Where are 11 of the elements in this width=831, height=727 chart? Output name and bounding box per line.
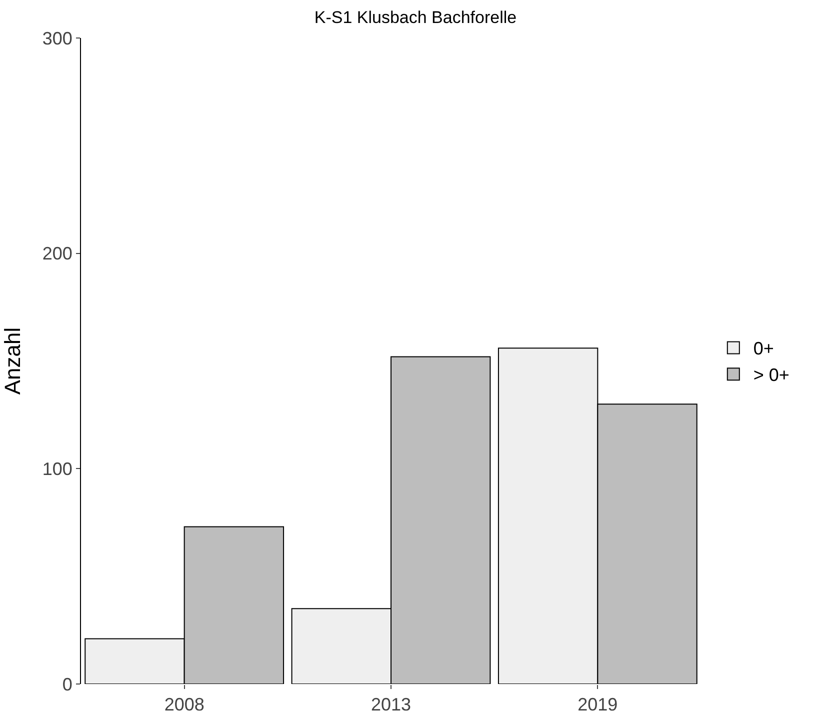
- y-tick-label: 300: [42, 28, 72, 48]
- y-tick-label: 200: [42, 244, 72, 264]
- y-axis-title: Anzahl: [0, 327, 26, 395]
- x-tick-label: 2008: [164, 694, 204, 715]
- x-tick-label: 2019: [578, 694, 618, 715]
- x-tick-label: 2013: [370, 694, 412, 715]
- chart-title: K-S1 Klusbach Bachforelle: [314, 8, 517, 27]
- y-tick-label: 100: [42, 458, 72, 479]
- legend-label: > 0+: [753, 365, 790, 386]
- legend-label: 0+: [753, 338, 774, 359]
- y-tick-label: 0: [62, 674, 72, 694]
